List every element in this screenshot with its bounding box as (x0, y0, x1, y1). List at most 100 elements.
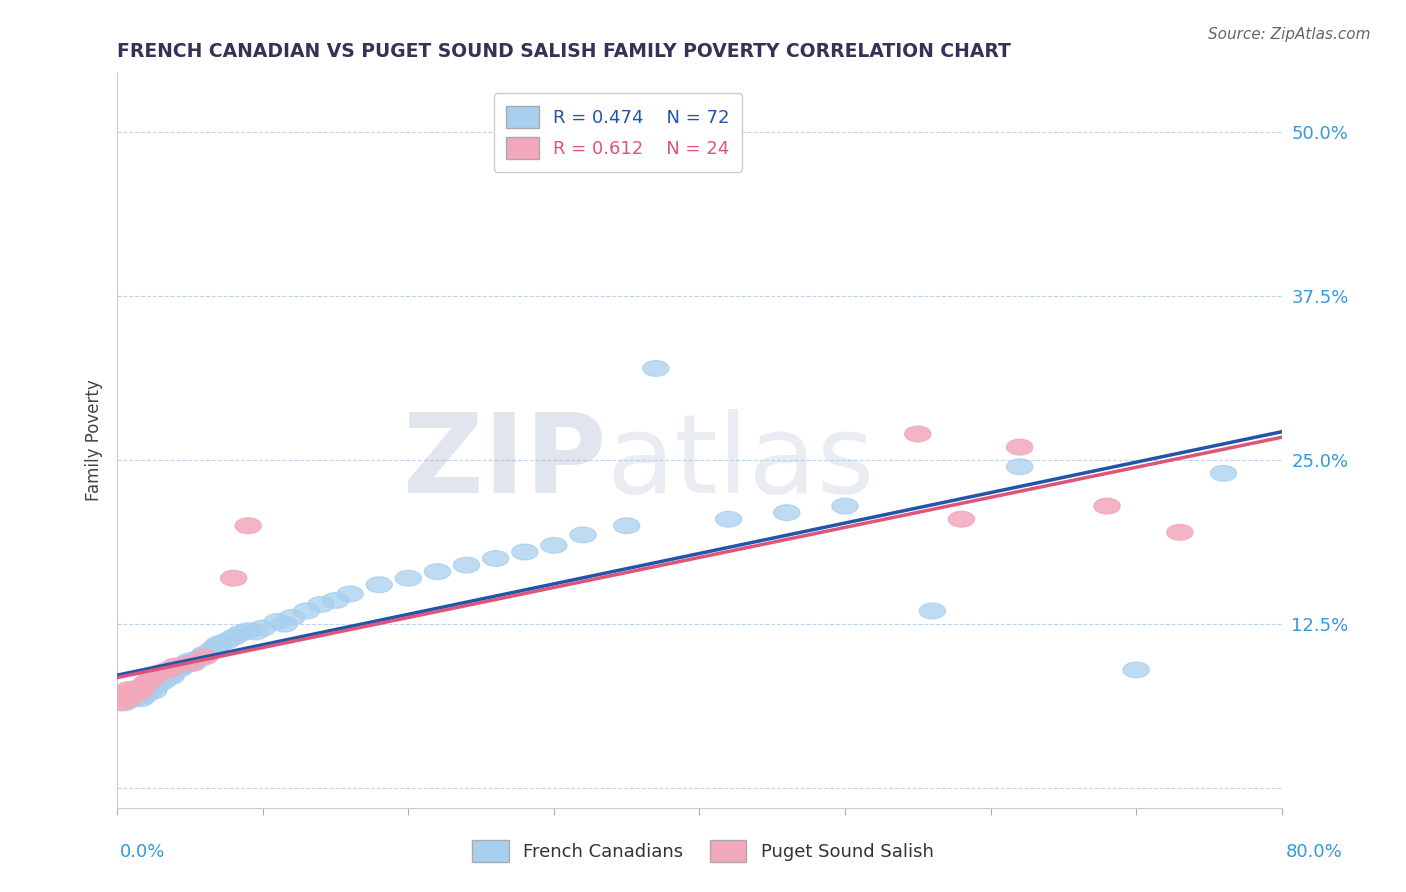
Ellipse shape (177, 653, 202, 669)
Ellipse shape (143, 678, 170, 694)
Ellipse shape (395, 570, 422, 586)
Ellipse shape (366, 577, 392, 592)
Ellipse shape (141, 683, 167, 698)
Ellipse shape (949, 511, 974, 527)
Ellipse shape (173, 656, 198, 672)
Ellipse shape (170, 658, 195, 673)
Ellipse shape (191, 649, 218, 665)
Ellipse shape (294, 603, 319, 619)
Ellipse shape (128, 683, 153, 698)
Ellipse shape (180, 656, 207, 672)
Ellipse shape (121, 684, 148, 700)
Ellipse shape (643, 360, 669, 376)
Ellipse shape (125, 684, 150, 700)
Ellipse shape (278, 609, 305, 625)
Ellipse shape (250, 620, 276, 636)
Ellipse shape (264, 614, 291, 630)
Ellipse shape (1167, 524, 1192, 541)
Legend: R = 0.474    N = 72, R = 0.612    N = 24: R = 0.474 N = 72, R = 0.612 N = 24 (494, 94, 742, 172)
Text: atlas: atlas (606, 409, 875, 516)
Ellipse shape (207, 636, 232, 651)
Ellipse shape (141, 669, 167, 684)
Ellipse shape (138, 679, 163, 695)
Ellipse shape (235, 623, 262, 639)
Ellipse shape (111, 686, 138, 701)
Ellipse shape (125, 681, 150, 696)
Ellipse shape (195, 645, 222, 661)
Ellipse shape (149, 673, 176, 690)
Ellipse shape (482, 550, 509, 566)
Ellipse shape (148, 665, 174, 681)
Ellipse shape (129, 683, 155, 698)
Ellipse shape (148, 672, 174, 687)
Ellipse shape (115, 689, 142, 704)
Ellipse shape (157, 669, 184, 684)
Ellipse shape (114, 691, 141, 706)
Text: FRENCH CANADIAN VS PUGET SOUND SALISH FAMILY POVERTY CORRELATION CHART: FRENCH CANADIAN VS PUGET SOUND SALISH FA… (117, 42, 1011, 61)
Ellipse shape (118, 691, 145, 706)
Ellipse shape (155, 662, 181, 678)
Ellipse shape (1123, 662, 1149, 678)
Ellipse shape (188, 649, 215, 665)
Legend: French Canadians, Puget Sound Salish: French Canadians, Puget Sound Salish (465, 833, 941, 870)
Ellipse shape (425, 564, 450, 580)
Ellipse shape (271, 616, 298, 632)
Ellipse shape (145, 673, 172, 689)
Ellipse shape (177, 656, 202, 672)
Ellipse shape (337, 586, 363, 602)
Ellipse shape (121, 687, 148, 703)
Ellipse shape (191, 647, 218, 662)
Text: ZIP: ZIP (404, 409, 606, 516)
Ellipse shape (1007, 458, 1033, 475)
Ellipse shape (235, 518, 262, 533)
Ellipse shape (111, 695, 138, 711)
Ellipse shape (1007, 439, 1033, 455)
Ellipse shape (127, 681, 152, 698)
Y-axis label: Family Poverty: Family Poverty (86, 380, 103, 501)
Ellipse shape (120, 686, 146, 701)
Ellipse shape (108, 695, 135, 711)
Ellipse shape (904, 426, 931, 442)
Ellipse shape (1094, 499, 1121, 514)
Text: 80.0%: 80.0% (1286, 843, 1343, 861)
Ellipse shape (512, 544, 538, 560)
Ellipse shape (162, 662, 188, 678)
Ellipse shape (613, 518, 640, 533)
Ellipse shape (166, 659, 191, 675)
Ellipse shape (541, 538, 567, 553)
Ellipse shape (242, 624, 269, 640)
Ellipse shape (134, 686, 159, 701)
Ellipse shape (569, 527, 596, 543)
Ellipse shape (228, 625, 254, 641)
Ellipse shape (214, 633, 239, 649)
Ellipse shape (198, 642, 225, 658)
Ellipse shape (202, 639, 229, 654)
Ellipse shape (184, 651, 211, 667)
Ellipse shape (131, 689, 156, 704)
Ellipse shape (118, 689, 145, 704)
Ellipse shape (142, 675, 169, 691)
Ellipse shape (150, 669, 177, 684)
Ellipse shape (139, 676, 166, 692)
Ellipse shape (162, 658, 188, 673)
Ellipse shape (134, 675, 159, 691)
Ellipse shape (115, 681, 142, 698)
Text: Source: ZipAtlas.com: Source: ZipAtlas.com (1208, 27, 1371, 42)
Ellipse shape (322, 592, 349, 608)
Ellipse shape (167, 661, 193, 676)
Ellipse shape (716, 511, 742, 527)
Ellipse shape (135, 678, 160, 694)
Ellipse shape (132, 681, 157, 696)
Ellipse shape (454, 558, 479, 573)
Ellipse shape (832, 499, 858, 514)
Ellipse shape (153, 670, 180, 686)
Ellipse shape (1211, 466, 1237, 481)
Ellipse shape (221, 570, 246, 586)
Ellipse shape (136, 673, 162, 689)
Ellipse shape (308, 597, 335, 612)
Ellipse shape (128, 691, 153, 706)
Ellipse shape (773, 505, 800, 521)
Ellipse shape (131, 678, 156, 694)
Ellipse shape (155, 667, 181, 683)
Text: 0.0%: 0.0% (120, 843, 165, 861)
